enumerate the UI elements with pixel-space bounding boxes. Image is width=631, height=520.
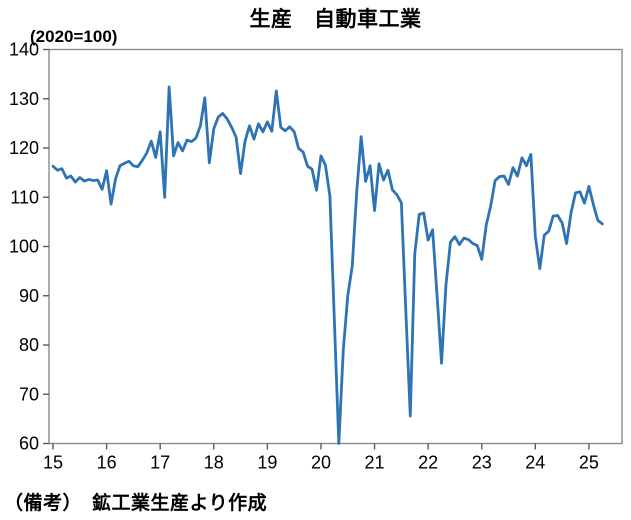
x-tick-label: 25	[579, 453, 599, 473]
y-tick-label: 120	[9, 138, 39, 158]
y-tick-label: 140	[9, 40, 39, 60]
y-tick-label: 110	[10, 187, 39, 207]
x-tick-label: 18	[204, 453, 224, 473]
data-line	[51, 85, 604, 445]
source-note: （備考） 鉱工業生産より作成	[4, 493, 268, 514]
x-tick-label: 23	[472, 453, 492, 473]
chart-title: 生産 自動車工業	[249, 8, 422, 31]
line-chart: 60 70 80 90 100 110 120 130 140 15 16 17 18 19 20 21 22 2…	[9, 40, 623, 473]
x-tick-label: 20	[311, 453, 331, 473]
y-tick-label: 130	[9, 89, 39, 109]
y-tick-label: 80	[19, 335, 39, 355]
y-tick-label: 70	[19, 384, 39, 404]
x-tick-label: 16	[97, 453, 117, 473]
x-tick-label: 15	[43, 453, 63, 473]
y-axis: 60 70 80 90 100 110 120 130 140	[9, 40, 49, 454]
y-tick-label: 90	[19, 286, 39, 306]
x-tick-label: 17	[150, 453, 170, 473]
x-tick-label: 21	[365, 453, 385, 473]
unit-label: (2020=100)	[30, 27, 118, 46]
x-tick-label: 24	[525, 453, 545, 473]
y-tick-label: 60	[19, 434, 39, 454]
x-tick-label: 19	[257, 453, 277, 473]
x-tick-label: 22	[418, 453, 438, 473]
x-axis: 15 16 17 18 19 20 21 22 23 24 25	[43, 443, 599, 473]
y-tick-label: 100	[9, 237, 39, 257]
